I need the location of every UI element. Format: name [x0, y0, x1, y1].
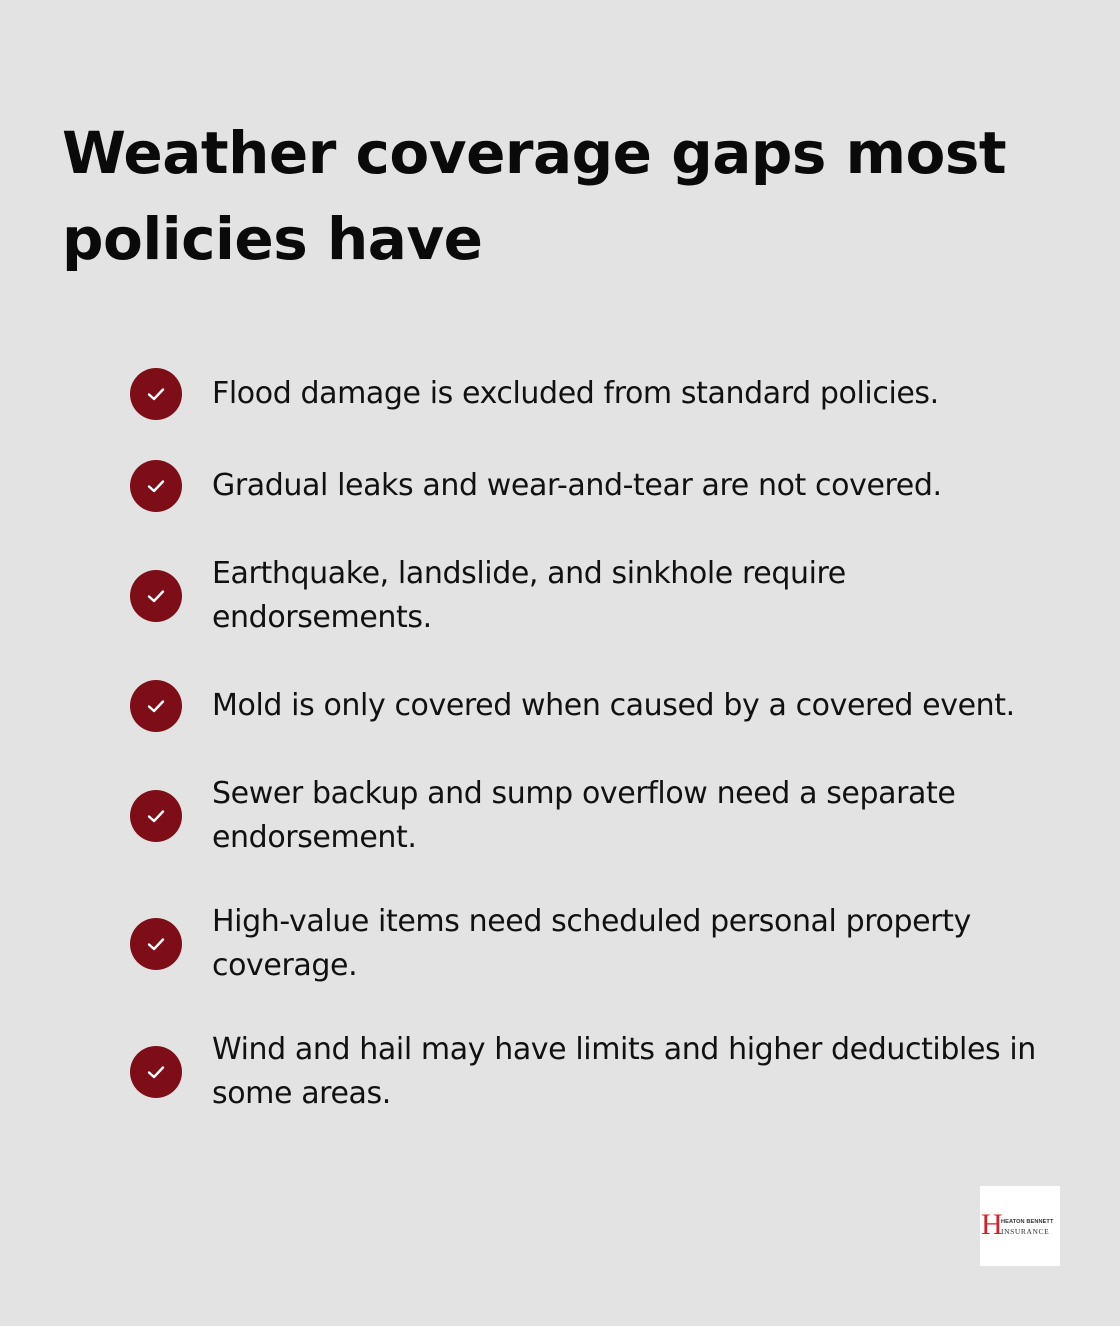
logo-initial: H: [981, 1208, 1003, 1241]
checkmark-icon: [130, 368, 182, 420]
checkmark-icon: [130, 918, 182, 970]
checkmark-icon: [130, 790, 182, 842]
list-item: Wind and hail may have limits and higher…: [130, 1028, 1060, 1116]
checkmark-icon: [130, 1046, 182, 1098]
list-item-text: Flood damage is excluded from standard p…: [212, 376, 939, 411]
list-item-text: Earthquake, landslide, and sinkhole requ…: [212, 556, 846, 635]
checkmark-icon: [130, 680, 182, 732]
list-item: Sewer backup and sump overflow need a se…: [130, 772, 1060, 860]
checkmark-icon: [130, 460, 182, 512]
list-item-text: High-value items need scheduled personal…: [212, 904, 971, 983]
list-item-text: Mold is only covered when caused by a co…: [212, 688, 1015, 723]
checkmark-icon: [130, 570, 182, 622]
list-item: Flood damage is excluded from standard p…: [130, 368, 1060, 420]
company-logo: H HEATON BENNETT INSURANCE: [980, 1186, 1060, 1266]
logo-company-name: HEATON BENNETT: [1001, 1219, 1054, 1225]
list-item-text: Wind and hail may have limits and higher…: [212, 1032, 1036, 1111]
list-item: Mold is only covered when caused by a co…: [130, 680, 1060, 732]
list-item-text: Gradual leaks and wear-and-tear are not …: [212, 468, 942, 503]
page-title: Weather coverage gaps most policies have: [62, 119, 1007, 273]
list-item: High-value items need scheduled personal…: [130, 900, 1060, 988]
logo-company-type: INSURANCE: [1001, 1227, 1050, 1236]
list-item: Gradual leaks and wear-and-tear are not …: [130, 460, 1060, 512]
list-item-text: Sewer backup and sump overflow need a se…: [212, 776, 956, 855]
list-item: Earthquake, landslide, and sinkhole requ…: [130, 552, 1060, 640]
